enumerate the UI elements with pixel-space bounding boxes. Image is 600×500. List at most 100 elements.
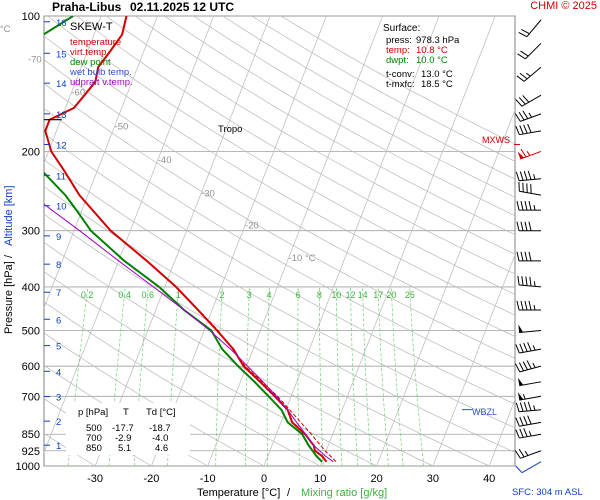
isotherm-label: -60 (71, 88, 85, 99)
dry-adiabat (164, 16, 515, 217)
altitude-tick-8: 8 (56, 260, 61, 271)
altitude-tick-13: 13 (56, 110, 67, 121)
wind-barb-full (521, 276, 524, 286)
x-axis-title: Temperature [°C] (197, 487, 280, 499)
wind-barb (515, 342, 542, 354)
wind-barb-staff (523, 66, 542, 82)
dry-adiabat (44, 159, 515, 429)
wind-barb-full (520, 221, 524, 231)
isotherm (44, 16, 102, 165)
wind-barb-full (515, 465, 523, 473)
wind-barb-full (522, 95, 530, 103)
mixing-ratio-line (266, 286, 270, 466)
wind-barb-staff (520, 450, 542, 459)
altitude-tick-4: 4 (56, 367, 61, 378)
legend-wet-bulb: wet bulb temp. (69, 67, 132, 78)
station-name: Praha-Libus (52, 0, 122, 14)
x-tick-20: 20 (370, 473, 382, 485)
wind-barb (515, 123, 542, 136)
pressure-tick-850: 850 (22, 429, 40, 441)
y-axis-title: Pressure [hPa] (3, 261, 15, 334)
x-tick--20: -20 (143, 473, 159, 485)
mixing-ratio-label: 0.2 (81, 290, 94, 300)
altitude-tick-15: 15 (56, 49, 67, 60)
wind-barb (516, 66, 542, 82)
legend-dew-point: dew point (70, 57, 111, 68)
dry-adiabat (44, 35, 515, 316)
wind-barb-half (533, 304, 536, 311)
mixing-ratio-label: 6 (296, 290, 301, 300)
mixing-ratio-line (350, 286, 359, 466)
series-temperature (44, 16, 328, 463)
wind-barb-full (516, 75, 525, 82)
wind-barb-full (524, 221, 528, 231)
wind-barb-full (519, 428, 524, 438)
mixing-ratio-label: 0.6 (142, 290, 155, 300)
isotherm-label: -70 (28, 55, 42, 66)
dry-adiabat (44, 213, 490, 466)
legend-virt-temp: virt.temp. (70, 47, 109, 58)
altitude-tick-11: 11 (56, 171, 66, 182)
dry-adiabat (44, 432, 96, 466)
wind-barb-full (523, 427, 528, 437)
isotherm (263, 16, 440, 466)
series-udpraft-v-temp- (44, 203, 334, 463)
wind-barb-full (528, 251, 532, 261)
wind-barb-staff (525, 42, 542, 60)
wind-barb-full (520, 50, 529, 57)
mixing-ratio-line (297, 286, 300, 466)
pressure-tick-600: 600 (22, 361, 40, 373)
wind-barb-full (523, 171, 528, 181)
legend-title: SKEW-T (70, 21, 113, 33)
isotherm-label: -10 °C (289, 253, 316, 264)
wind-barb-half (532, 362, 536, 368)
wind-barb (517, 377, 542, 387)
altitude-tick-1: 1 (56, 441, 61, 452)
pressure-tick-500: 500 (22, 326, 40, 338)
wind-barb-full (517, 275, 520, 286)
wind-barb-half (525, 72, 531, 77)
altitude-tick-9: 9 (56, 232, 61, 243)
pressure-tick-925: 925 (22, 446, 40, 458)
table-row-700-td: -4.0 (152, 433, 168, 444)
altitude-tick-12: 12 (56, 141, 67, 152)
wind-barb-full (515, 429, 520, 439)
mixing-ratio-line (409, 286, 425, 466)
wind-barb-flag (517, 392, 524, 401)
altitude-tick-5: 5 (56, 342, 61, 353)
mixing-ratio-label: 12 (346, 290, 356, 300)
dry-adiabat (47, 16, 515, 295)
dry-adiabat (134, 16, 515, 236)
wind-barb-full (527, 342, 532, 352)
wind-barb-half (526, 150, 531, 156)
wind-barb (515, 415, 542, 427)
wind-barb-full (523, 124, 528, 134)
dry-adiabat (193, 16, 515, 198)
wind-barb-staff (519, 190, 542, 196)
dry-adiabat (44, 133, 515, 405)
pressure-tick-300: 300 (22, 226, 40, 238)
isotherm-label: -80 °C (0, 24, 11, 35)
surface-tconv-label: t-conv: (386, 69, 415, 80)
wind-barb-full (523, 402, 528, 412)
isotherm (207, 16, 384, 466)
profile-series (44, 16, 337, 463)
dry-adiabat (44, 301, 321, 466)
wind-barb-full (526, 360, 532, 369)
isotherm (319, 16, 496, 466)
mixing-ratio-line (215, 286, 223, 466)
altitude-tick-16: 16 (56, 18, 67, 29)
series-dew-point (44, 16, 323, 463)
mixing-ratio-label: 17 (373, 290, 383, 300)
wind-barb (515, 401, 542, 413)
wind-barb (517, 275, 542, 288)
table-header-p: p [hPa] (78, 407, 108, 418)
pressure-tick-400: 400 (22, 282, 40, 294)
wind-barb-full (515, 125, 520, 135)
altitude-tick-6: 6 (56, 315, 61, 326)
wind-barb-full (520, 300, 524, 311)
mxws-label: MXWS (482, 135, 510, 145)
legend-temperature: temperature (70, 37, 121, 48)
dry-adiabat (105, 16, 515, 255)
sfc-label: SFC: 304 m ASL (512, 487, 583, 498)
